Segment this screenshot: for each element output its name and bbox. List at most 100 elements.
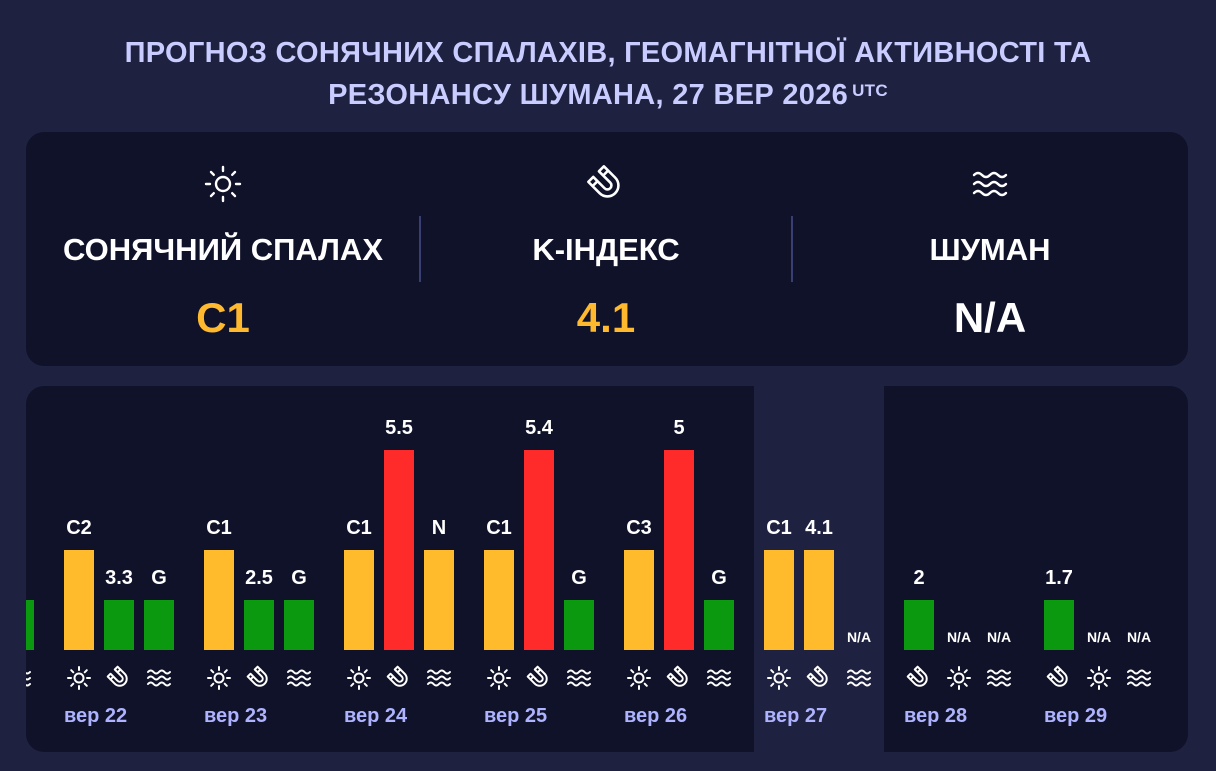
chart-bar (26, 600, 34, 650)
summary-schumann-value: N/A (953, 294, 1027, 341)
magnet-icon (1046, 665, 1068, 687)
day-label: вер 27 (764, 705, 827, 727)
day-label: вер 29 (1044, 705, 1107, 727)
magnet-icon (386, 665, 408, 687)
sun-icon (487, 666, 511, 690)
chart-bar (764, 550, 794, 650)
partial-bar-group (26, 600, 34, 687)
chart-bar (244, 600, 274, 650)
bar-value-label: 5.5 (385, 417, 413, 439)
chart-bar (564, 600, 594, 650)
summary-flare: СОНЯЧНИЙ СПАЛАХ C1 (26, 132, 420, 366)
bar-value-label: C3 (626, 517, 652, 539)
bar-value-label: N (432, 517, 446, 539)
magnet-icon (806, 665, 828, 687)
day-label: вер 25 (484, 705, 547, 727)
chart-bar (344, 550, 374, 650)
summary-divider-1 (419, 216, 421, 282)
waves-icon (427, 669, 451, 687)
bar-value-label: N/A (847, 629, 871, 645)
waves-icon (1127, 669, 1151, 687)
chart-bar (144, 600, 174, 650)
day-group: C1 4.1 N/A вер 27 (764, 517, 871, 727)
day-label: вер 22 (64, 705, 127, 727)
chart-bar (664, 450, 694, 650)
sun-icon (204, 165, 242, 203)
chart-bar (284, 600, 314, 650)
chart-bar (1044, 600, 1074, 650)
chart-bar (484, 550, 514, 650)
magnet-icon (526, 665, 548, 687)
bar-value-label: G (571, 567, 587, 589)
chart-bar (524, 450, 554, 650)
bar-value-label: 5.4 (525, 417, 554, 439)
waves-icon (147, 669, 171, 687)
bar-value-label: 4.1 (805, 517, 833, 539)
day-group: 1.7 N/A N/A вер 29 (1044, 567, 1151, 727)
bar-value-label: N/A (947, 629, 971, 645)
waves-icon (567, 669, 591, 687)
sun-icon (947, 666, 971, 690)
waves-icon (972, 171, 1008, 197)
bar-value-label: N/A (987, 629, 1011, 645)
sun-icon (627, 666, 651, 690)
chart-bar (804, 550, 834, 650)
summary-divider-2 (791, 216, 793, 282)
waves-icon (26, 671, 31, 687)
bar-value-label: 2 (913, 567, 924, 589)
chart-panel-future (884, 386, 1188, 752)
summary-kindex-label: K-ІНДЕКС (532, 232, 680, 267)
bar-value-label: N/A (1087, 629, 1111, 645)
chart-bar (384, 450, 414, 650)
summary-schumann-label: ШУМАН (929, 232, 1051, 267)
summary-flare-label: СОНЯЧНИЙ СПАЛАХ (63, 232, 383, 267)
day-label: вер 26 (624, 705, 687, 727)
title-line-1: ПРОГНОЗ СОНЯЧНИХ СПАЛАХІВ, ГЕОМАГНІТНОЇ … (124, 37, 1092, 69)
day-label: вер 24 (344, 705, 408, 727)
bar-value-label: 5 (673, 417, 684, 439)
sun-icon (1087, 666, 1111, 690)
bar-value-label: C1 (486, 517, 512, 539)
magnet-icon (666, 665, 688, 687)
magnet-icon (106, 665, 128, 687)
sun-icon (767, 666, 791, 690)
chart-bar (104, 600, 134, 650)
summary-flare-value: C1 (196, 294, 250, 341)
bar-value-label: 1.7 (1045, 567, 1073, 589)
bar-value-label: 3.3 (105, 567, 133, 589)
summary-kindex-value: 4.1 (576, 294, 636, 341)
chart-bar (424, 550, 454, 650)
magnet-icon (906, 665, 928, 687)
day-label: вер 23 (204, 705, 267, 727)
chart-bar (624, 550, 654, 650)
bar-value-label: 2.5 (245, 567, 273, 589)
sun-icon (347, 666, 371, 690)
summary-schumann: ШУМАН N/A (792, 132, 1188, 366)
bar-value-label: C1 (206, 517, 232, 539)
bar-value-label: G (291, 567, 307, 589)
title-line-2: РЕЗОНАНСУ ШУМАНА, 27 ВЕР 2026 UTC (0, 74, 1216, 116)
chart-bar (204, 550, 234, 650)
magnet-icon (587, 165, 620, 198)
bar-value-label: G (151, 567, 167, 589)
summary-panel: СОНЯЧНИЙ СПАЛАХ C1 K-ІНДЕКС 4.1 ШУМАН N/… (26, 132, 1188, 366)
title-line-2-text: РЕЗОНАНСУ ШУМАНА, 27 ВЕР 2026 (328, 79, 849, 111)
day-label: вер 28 (904, 705, 967, 727)
magnet-icon (246, 665, 268, 687)
waves-icon (847, 669, 871, 687)
chart-bar (64, 550, 94, 650)
bar-value-label: G (711, 567, 727, 589)
waves-icon (987, 669, 1011, 687)
chart-bar (904, 600, 934, 650)
waves-icon (707, 669, 731, 687)
bar-value-label: C1 (766, 517, 792, 539)
bar-value-label: C2 (66, 517, 92, 539)
title-utc: UTC (852, 81, 888, 100)
